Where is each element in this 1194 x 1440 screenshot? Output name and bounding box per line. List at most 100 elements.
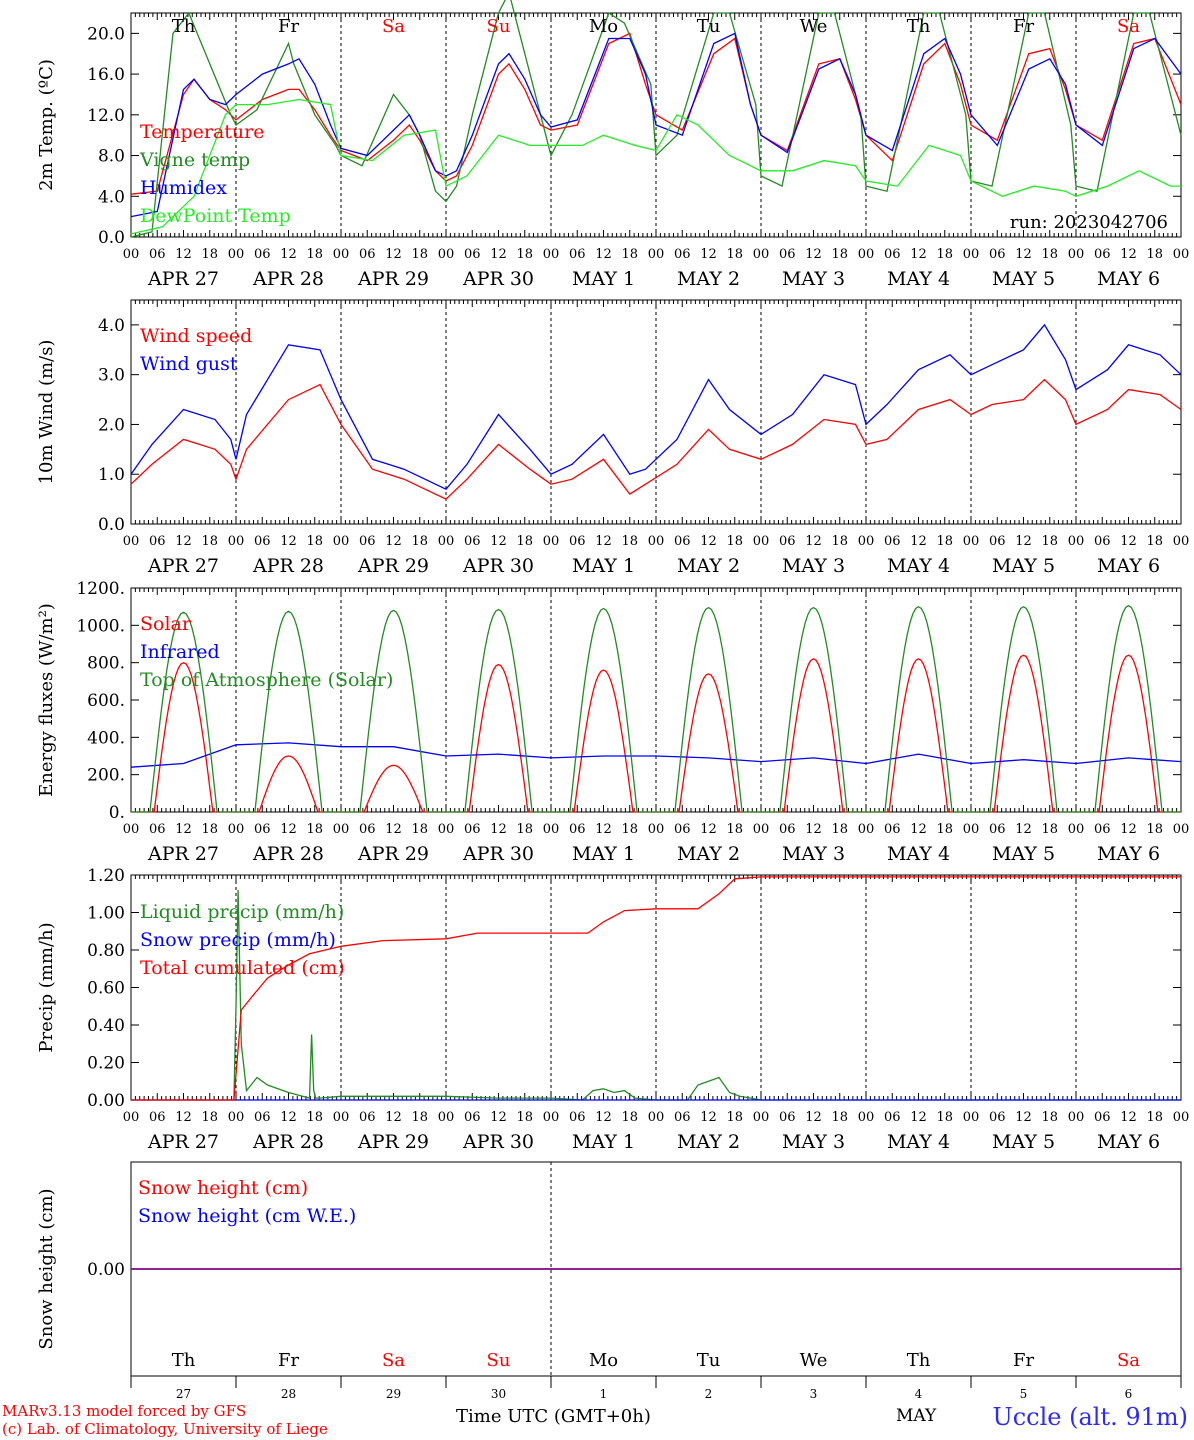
hour-label: 00: [333, 534, 350, 549]
hour-label: 18: [411, 247, 428, 262]
time-axis-label: Time UTC (GMT+0h): [456, 1406, 651, 1427]
day-name: Sa: [1117, 1350, 1140, 1371]
day-number: 28: [281, 1387, 296, 1400]
plot-frame: [130, 587, 1182, 813]
hour-label: 06: [674, 247, 691, 262]
legend-entry: Liquid precip (mm/h): [140, 901, 344, 923]
date-label: MAY 3: [782, 843, 845, 865]
hour-label: 12: [385, 534, 402, 549]
hour-label: 00: [543, 247, 560, 262]
hour-label: 06: [254, 822, 271, 837]
hour-label: 06: [464, 1110, 481, 1125]
hour-label: 12: [385, 1110, 402, 1125]
hour-label: 18: [201, 822, 218, 837]
y-tick-label: 1000.: [76, 616, 125, 636]
hour-label: 00: [963, 1110, 980, 1125]
date-label: MAY 2: [677, 555, 740, 577]
y-axis-label: Precip (mm/h): [36, 922, 57, 1052]
y-tick-label: 0.40: [87, 1016, 125, 1036]
hour-label: 00: [123, 247, 140, 262]
hour-label: 06: [359, 534, 376, 549]
legend-entry: Total cumulated (cm): [140, 957, 345, 979]
hour-label: 06: [674, 822, 691, 837]
hour-label: 18: [831, 822, 848, 837]
hour-label: 00: [1173, 534, 1190, 549]
date-label: MAY 2: [677, 268, 740, 290]
hour-label: 00: [753, 247, 770, 262]
day-name: Su: [487, 1350, 511, 1371]
date-label: APR 27: [147, 843, 219, 865]
hour-label: 06: [149, 1110, 166, 1125]
hour-label: 06: [464, 247, 481, 262]
day-name: Sa: [382, 16, 405, 37]
date-label: MAY 6: [1097, 843, 1160, 865]
date-label: APR 30: [462, 268, 534, 290]
hour-label: 06: [884, 247, 901, 262]
legend-entry: Temperature: [140, 121, 264, 143]
hour-label: 12: [805, 1110, 822, 1125]
day-name: Mo: [589, 1350, 618, 1371]
y-tick-label: 8.0: [98, 147, 125, 167]
model-note: MARv3.13 model forced by GFS: [2, 1402, 247, 1420]
day-name: Fr: [278, 16, 299, 37]
hour-label: 12: [385, 247, 402, 262]
day-name: Su: [487, 16, 511, 37]
hour-label: 06: [989, 1110, 1006, 1125]
date-label: MAY 4: [887, 555, 950, 577]
hour-label: 06: [989, 247, 1006, 262]
hour-label: 06: [149, 247, 166, 262]
hour-label: 18: [1041, 534, 1058, 549]
hour-label: 12: [280, 534, 297, 549]
hour-label: 00: [228, 247, 245, 262]
date-label: APR 28: [252, 555, 324, 577]
series-line: [130, 98, 1181, 235]
date-label: MAY 1: [572, 843, 635, 865]
hour-label: 00: [1068, 534, 1085, 549]
date-label: MAY 3: [782, 555, 845, 577]
credit-note: (c) Lab. of Climatology, University of L…: [2, 1420, 328, 1438]
hour-label: 00: [1068, 247, 1085, 262]
hour-label: 06: [359, 822, 376, 837]
y-tick-label: 2.0: [98, 415, 125, 435]
legend-entry: Snow height (cm): [138, 1177, 308, 1199]
date-label: MAY 3: [782, 1131, 845, 1153]
hour-label: 12: [175, 822, 192, 837]
date-label: MAY 3: [782, 268, 845, 290]
hour-label: 06: [254, 1110, 271, 1125]
hour-label: 06: [1094, 822, 1111, 837]
y-tick-label: 12.0: [87, 106, 125, 126]
hour-label: 12: [490, 822, 507, 837]
hour-label: 00: [123, 822, 140, 837]
y-tick-label: 3.0: [98, 366, 125, 386]
hour-label: 06: [254, 247, 271, 262]
hour-label: 00: [753, 822, 770, 837]
hour-label: 06: [569, 822, 586, 837]
day-number: 5: [1020, 1387, 1028, 1400]
date-label: APR 27: [147, 1131, 219, 1153]
hour-label: 00: [753, 534, 770, 549]
legend-entry: Humidex: [140, 177, 227, 199]
hour-label: 12: [595, 247, 612, 262]
hour-label: 18: [1146, 247, 1163, 262]
hour-label: 00: [228, 1110, 245, 1125]
y-tick-label: 4.0: [98, 316, 125, 336]
y-tick-label: 1200.: [76, 579, 125, 599]
hour-label: 18: [306, 1110, 323, 1125]
date-label: MAY 5: [992, 268, 1055, 290]
hour-label: 18: [621, 822, 638, 837]
hour-label: 12: [805, 822, 822, 837]
hour-label: 06: [149, 822, 166, 837]
hour-label: 06: [884, 534, 901, 549]
y-tick-label: 400.: [87, 728, 125, 748]
y-tick-label: 1.0: [98, 465, 125, 485]
hour-label: 06: [1094, 1110, 1111, 1125]
hour-label: 18: [831, 247, 848, 262]
day-number: 3: [810, 1387, 818, 1400]
legend-entry: DewPoint Temp: [140, 205, 291, 227]
hour-label: 18: [726, 247, 743, 262]
y-tick-label: 0.0: [98, 515, 125, 535]
hour-label: 18: [936, 534, 953, 549]
hour-label: 06: [884, 822, 901, 837]
legend-entry: Snow precip (mm/h): [140, 929, 336, 951]
hour-label: 18: [411, 822, 428, 837]
